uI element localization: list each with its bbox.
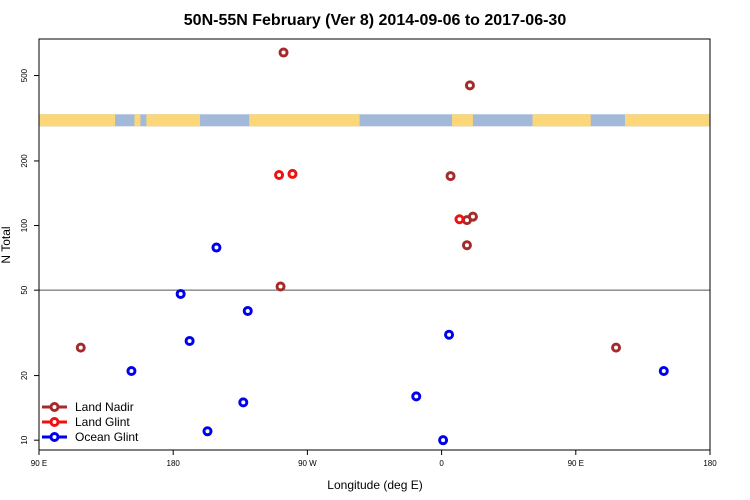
x-tick-label: 180 bbox=[703, 459, 717, 468]
data-point bbox=[238, 397, 249, 408]
legend-label: Land Glint bbox=[75, 415, 130, 429]
data-point bbox=[278, 47, 289, 58]
data-point bbox=[75, 342, 86, 353]
data-point bbox=[611, 342, 622, 353]
land-segment bbox=[134, 114, 141, 127]
data-point bbox=[242, 305, 253, 316]
x-tick-label: 90 W bbox=[298, 459, 317, 468]
data-point bbox=[467, 211, 478, 222]
land-segment bbox=[452, 114, 473, 127]
x-tick-label: 90 E bbox=[568, 459, 584, 468]
y-tick-label: 500 bbox=[20, 68, 29, 82]
y-axis-label: N Total bbox=[0, 226, 13, 263]
data-point bbox=[175, 288, 186, 299]
data-point bbox=[274, 170, 285, 181]
y-axis: 10 20 50 100 200 500 bbox=[20, 68, 39, 445]
data-point bbox=[202, 426, 213, 437]
data-point bbox=[287, 168, 298, 179]
chart-title: 50N-55N February (Ver 8) 2014-09-06 to 2… bbox=[184, 12, 567, 29]
data-point bbox=[275, 281, 286, 292]
data-point bbox=[411, 391, 422, 402]
x-tick-label: 180 bbox=[167, 459, 181, 468]
data-points bbox=[75, 47, 669, 446]
data-point bbox=[461, 240, 472, 251]
land-segment bbox=[532, 114, 591, 127]
data-point bbox=[454, 214, 465, 225]
land-segment bbox=[249, 114, 360, 127]
y-tick-label: 100 bbox=[20, 218, 29, 232]
legend-label: Ocean Glint bbox=[75, 430, 139, 444]
y-tick-label: 200 bbox=[20, 154, 29, 168]
data-point bbox=[658, 366, 669, 377]
x-axis-label: Longitude (deg E) bbox=[327, 478, 422, 492]
x-tick-label: 0 bbox=[439, 459, 444, 468]
data-point bbox=[445, 171, 456, 182]
land-segment bbox=[146, 114, 201, 127]
data-point bbox=[211, 242, 222, 253]
legend-swatch-marker bbox=[49, 402, 60, 412]
data-point bbox=[464, 80, 475, 91]
data-point bbox=[444, 329, 455, 340]
land-segment bbox=[625, 114, 710, 127]
legend-swatch-marker bbox=[49, 432, 60, 442]
y-tick-label: 50 bbox=[20, 285, 29, 294]
data-point bbox=[184, 335, 195, 346]
plot-frame bbox=[38, 38, 711, 451]
y-tick-label: 10 bbox=[20, 435, 29, 444]
x-tick-label: 90 E bbox=[31, 459, 47, 468]
land-segment bbox=[39, 114, 116, 127]
y-tick-label: 20 bbox=[20, 371, 29, 380]
land-ocean-band bbox=[39, 114, 710, 127]
data-point bbox=[126, 366, 137, 377]
legend-label: Land Nadir bbox=[75, 400, 134, 414]
data-point bbox=[438, 435, 449, 446]
legend-swatch-marker bbox=[49, 417, 60, 427]
x-axis: 90 E 180 90 W 0 90 E 180 bbox=[31, 450, 717, 468]
